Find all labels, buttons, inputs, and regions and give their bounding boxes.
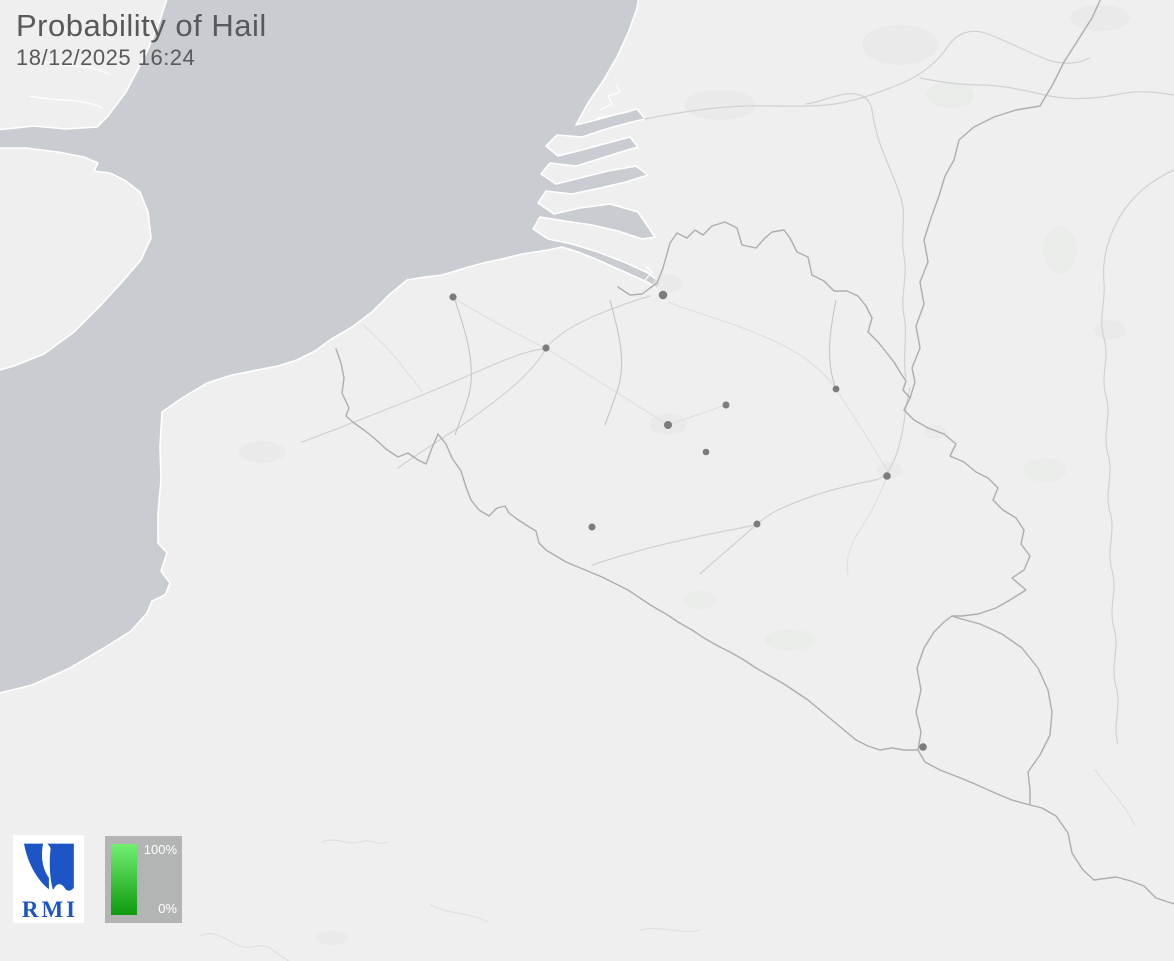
legend-max-label: 100% [143,842,177,857]
city-dot [883,472,891,480]
city-dot [722,401,730,409]
north-sea [0,0,662,694]
city-dot [702,448,710,456]
city-dot [449,293,457,301]
city-dot [832,385,840,393]
rmi-logo-text: RMI [21,897,79,922]
probability-legend: 100% 0% [105,836,182,923]
city-dot [664,421,672,429]
city-dots-layer [449,290,927,751]
page-title: Probability of Hail [16,8,267,43]
city-dot [658,290,668,300]
coast-detail-layer [29,27,653,281]
map-header: Probability of Hail 18/12/2025 16:24 [16,8,267,71]
legend-gradient-bar [111,844,137,915]
city-dot [753,520,761,528]
city-dot [542,344,550,352]
legend-min-label: 0% [158,901,177,916]
urban-areas-layer [239,5,1130,945]
rmi-logo: RMI [13,835,84,923]
forest-areas-layer [683,82,1077,651]
map-datetime: 18/12/2025 16:24 [16,44,196,70]
city-dot [919,743,927,751]
country-borders-layer [335,0,1174,905]
rmi-logo-icon [23,843,74,891]
city-dot [588,523,596,531]
region-borders-layer [454,299,837,436]
